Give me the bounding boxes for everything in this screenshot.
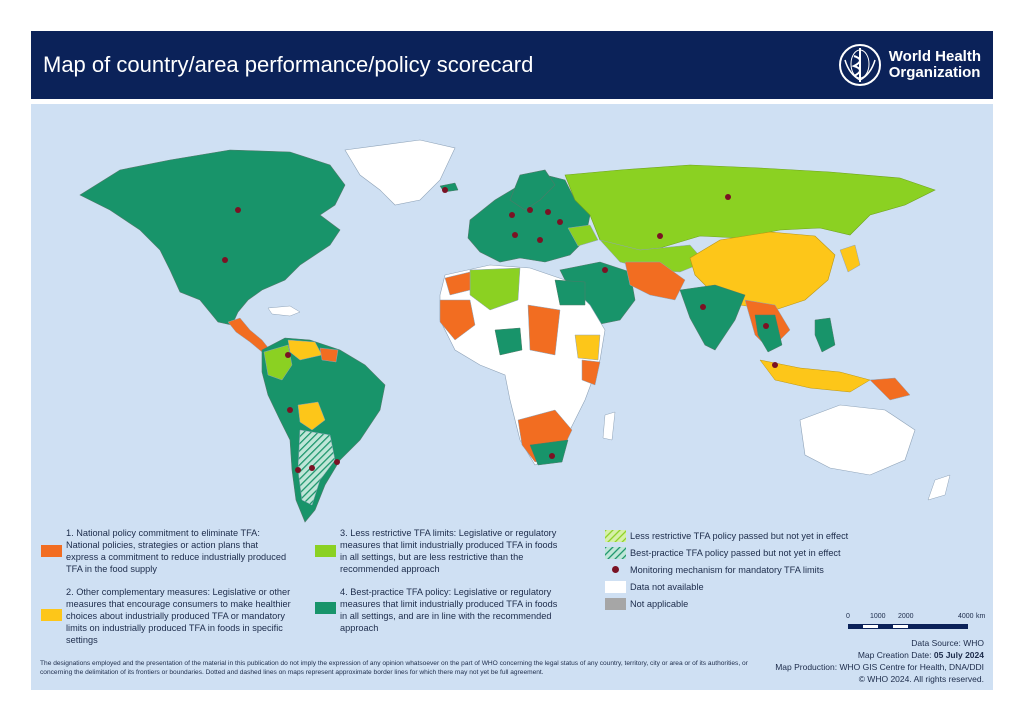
who-name-line1: World Health	[888, 48, 981, 65]
monitoring-dot	[602, 267, 608, 273]
credits-date: Map Creation Date: 05 July 2024	[858, 650, 984, 660]
region-ethiopia	[574, 334, 601, 361]
region-chad-sudan	[527, 304, 561, 356]
legend-cat3-text: 3. Less restrictive TFA limits: Legislat…	[340, 528, 558, 574]
who-name-line2: Organization	[888, 64, 981, 81]
legend-not-applicable-text: Not applicable	[630, 599, 689, 609]
monitoring-dot	[657, 233, 663, 239]
monitoring-dot	[763, 323, 769, 329]
scale-tick-2000: 2000	[898, 613, 914, 620]
region-bolivia	[297, 401, 326, 431]
legend-cat4-text: 4. Best-practice TFA policy: Legislative…	[340, 587, 558, 633]
region-west-africa	[439, 299, 476, 341]
region-morocco	[444, 271, 471, 296]
credits-production: Map Production: WHO GIS Centre for Healt…	[775, 662, 984, 672]
monitoring-dot	[772, 362, 778, 368]
region-central-america	[227, 317, 271, 353]
monitoring-dot	[700, 304, 706, 310]
scale-bar: 0 1000 2000 4000 km	[846, 613, 985, 637]
legend-swatch-no-data	[605, 581, 626, 593]
legend-best-practice-passed-text: Best-practice TFA policy passed but not …	[630, 548, 841, 558]
region-egypt	[554, 279, 586, 306]
scale-tick-4000: 4000	[958, 613, 974, 620]
who-emblem-icon	[838, 44, 881, 86]
region-ukraine	[567, 224, 599, 247]
scale-unit: km	[976, 613, 986, 620]
region-myanmar-thailand	[754, 314, 783, 353]
who-logo: World Health Organization	[837, 42, 981, 88]
region-madagascar	[602, 411, 616, 441]
monitoring-dot	[442, 187, 448, 193]
region-new-zealand	[927, 474, 951, 501]
legend-swatch-cat2	[41, 609, 62, 621]
legend-swatch-cat3	[315, 545, 336, 557]
monitoring-dot	[235, 207, 241, 213]
legend-cat2-text: 2. Other complementary measures: Legisla…	[66, 587, 291, 645]
region-kenya	[581, 359, 601, 386]
region-colombia	[263, 344, 293, 381]
credits-source: Data Source: WHO	[911, 638, 984, 648]
legend-cat1-text: 1. National policy commitment to elimina…	[66, 528, 287, 574]
monitoring-dot	[549, 453, 555, 459]
map-header: Map of country/area performance/policy s…	[31, 31, 993, 99]
legend-swatch-less-restrictive-passed	[605, 530, 626, 542]
region-south-africa	[529, 439, 569, 466]
map-panel: 1. National policy commitment to elimina…	[31, 104, 993, 690]
monitoring-dot	[557, 219, 563, 225]
monitoring-dot	[512, 232, 518, 238]
monitoring-dot	[334, 459, 340, 465]
region-iran-pakistan	[624, 261, 686, 301]
legend-monitoring-text: Monitoring mechanism for mandatory TFA l…	[630, 565, 824, 575]
credits-date-label: Map Creation Date:	[857, 650, 934, 660]
legend-monitoring-dot-icon	[612, 566, 619, 573]
region-indonesia	[759, 359, 871, 393]
monitoring-dot	[309, 465, 315, 471]
monitoring-dot	[545, 209, 551, 215]
region-south-america	[261, 337, 386, 523]
region-scandinavia	[509, 169, 556, 211]
region-north-africa	[469, 267, 521, 311]
region-papua	[869, 377, 911, 401]
region-north-america	[79, 149, 346, 326]
monitoring-dot	[725, 194, 731, 200]
legend-no-data-text: Data not available	[630, 582, 704, 592]
scale-tick-0: 0	[846, 613, 850, 620]
monitoring-dot	[295, 467, 301, 473]
monitoring-dot	[509, 212, 515, 218]
legend-swatch-best-practice-passed	[605, 547, 626, 559]
legend-swatch-cat4	[315, 602, 336, 614]
region-australia	[799, 404, 916, 476]
monitoring-dot	[537, 237, 543, 243]
monitoring-dot	[287, 407, 293, 413]
scale-tick-1000: 1000	[870, 613, 886, 620]
region-japan-korea	[839, 244, 861, 273]
region-nigeria	[494, 327, 523, 356]
map-title: Map of country/area performance/policy s…	[43, 52, 534, 77]
credits-date-value: 05 July 2024	[933, 650, 984, 660]
legend-less-restrictive-passed-text: Less restrictive TFA policy passed but n…	[630, 531, 849, 541]
region-argentina-hatched	[297, 429, 336, 506]
monitoring-dots	[222, 187, 778, 473]
monitoring-dot	[222, 257, 228, 263]
legend-swatch-not-applicable	[605, 598, 626, 610]
credits-copyright: © WHO 2024. All rights reserved.	[858, 674, 984, 684]
region-venezuela	[287, 339, 323, 361]
monitoring-dot	[527, 207, 533, 213]
region-india	[679, 284, 746, 351]
legend-swatch-cat1	[41, 545, 62, 557]
region-greenland	[344, 139, 456, 206]
monitoring-dot	[285, 352, 291, 358]
scale-bar-graphic	[848, 624, 968, 629]
region-philippines	[814, 317, 836, 353]
world-map	[79, 139, 951, 523]
disclaimer-text: The designations employed and the presen…	[40, 660, 748, 676]
region-guianas	[319, 347, 339, 363]
region-caribbean	[267, 305, 301, 317]
